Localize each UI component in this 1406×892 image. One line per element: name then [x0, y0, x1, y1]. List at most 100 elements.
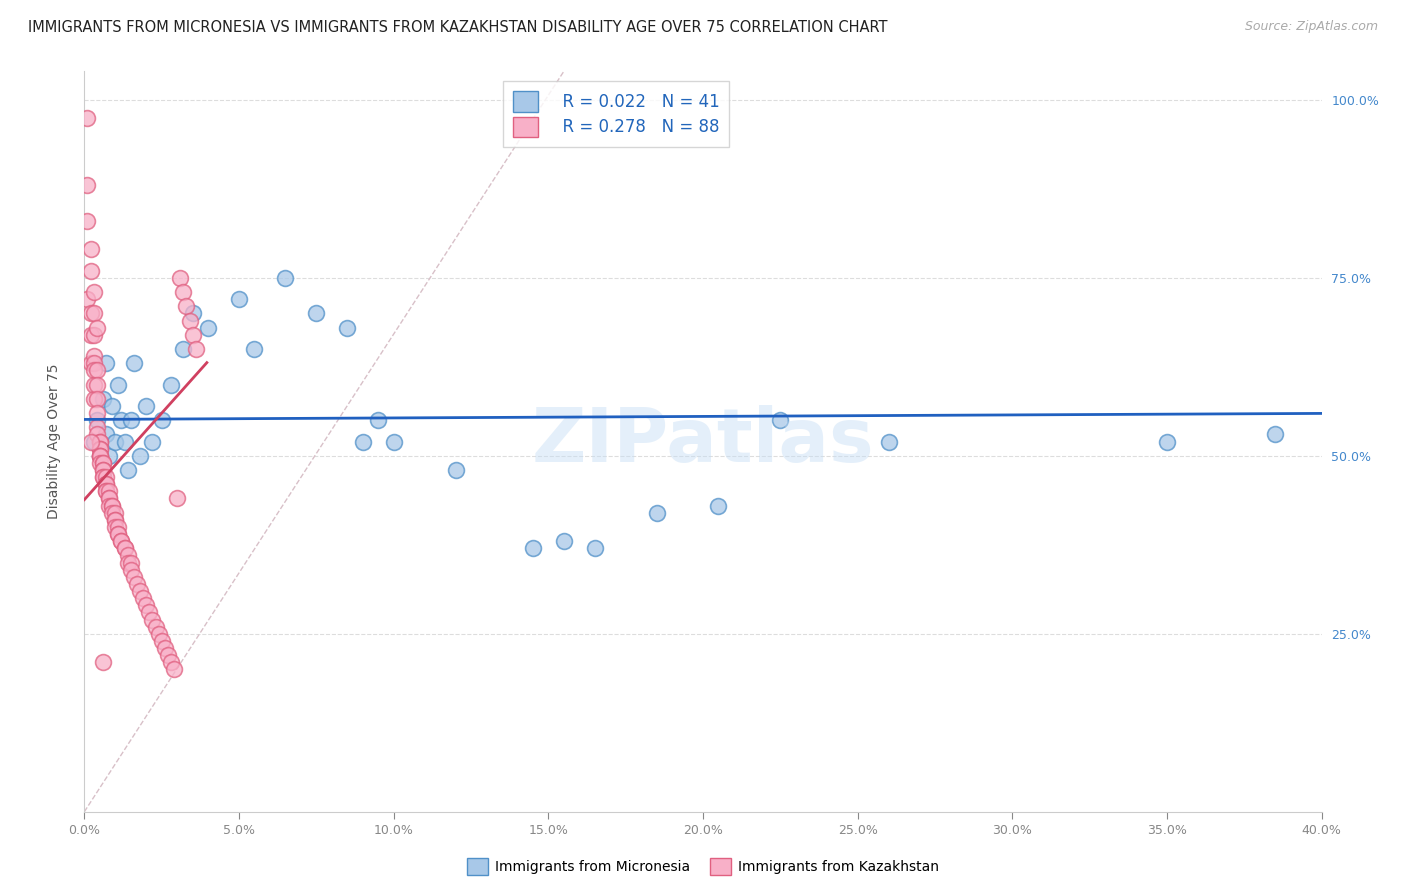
Point	[117, 549, 139, 563]
Point	[163, 662, 186, 676]
Point	[83, 349, 105, 363]
Point	[114, 434, 136, 449]
Point	[98, 499, 121, 513]
Point	[120, 563, 142, 577]
Point	[79, 243, 101, 257]
Point	[86, 377, 108, 392]
Point	[125, 577, 148, 591]
Point	[86, 320, 108, 334]
Point	[145, 619, 167, 633]
Point	[141, 434, 163, 449]
Point	[83, 392, 105, 406]
Point	[101, 506, 124, 520]
Point	[707, 499, 730, 513]
Point	[83, 363, 105, 377]
Point	[79, 356, 101, 370]
Point	[79, 327, 101, 342]
Point	[101, 499, 124, 513]
Point	[91, 470, 114, 484]
Point	[150, 413, 173, 427]
Point	[172, 285, 194, 299]
Point	[132, 591, 155, 606]
Text: ZIPatlas: ZIPatlas	[531, 405, 875, 478]
Legend: Immigrants from Micronesia, Immigrants from Kazakhstan: Immigrants from Micronesia, Immigrants f…	[461, 853, 945, 880]
Point	[122, 570, 145, 584]
Point	[86, 363, 108, 377]
Point	[1264, 427, 1286, 442]
Point	[76, 292, 98, 306]
Point	[110, 534, 132, 549]
Point	[769, 413, 792, 427]
Point	[141, 613, 163, 627]
Point	[94, 477, 117, 491]
Point	[83, 377, 105, 392]
Point	[156, 648, 179, 662]
Point	[444, 463, 467, 477]
Point	[107, 520, 129, 534]
Point	[89, 449, 111, 463]
Point	[98, 491, 121, 506]
Point	[583, 541, 606, 556]
Point	[89, 442, 111, 456]
Point	[91, 463, 114, 477]
Point	[94, 470, 117, 484]
Point	[83, 434, 105, 449]
Point	[86, 420, 108, 434]
Point	[150, 633, 173, 648]
Point	[553, 534, 575, 549]
Point	[83, 306, 105, 320]
Point	[129, 449, 152, 463]
Point	[94, 427, 117, 442]
Point	[86, 427, 108, 442]
Point	[86, 413, 108, 427]
Point	[645, 506, 668, 520]
Point	[107, 377, 129, 392]
Point	[179, 313, 201, 327]
Point	[89, 456, 111, 470]
Point	[86, 406, 108, 420]
Point	[89, 449, 111, 463]
Point	[89, 442, 111, 456]
Point	[89, 434, 111, 449]
Point	[129, 584, 152, 599]
Point	[114, 541, 136, 556]
Point	[148, 626, 170, 640]
Point	[169, 270, 191, 285]
Point	[110, 534, 132, 549]
Text: IMMIGRANTS FROM MICRONESIA VS IMMIGRANTS FROM KAZAKHSTAN DISABILITY AGE OVER 75 : IMMIGRANTS FROM MICRONESIA VS IMMIGRANTS…	[28, 20, 887, 35]
Point	[104, 520, 127, 534]
Point	[83, 285, 105, 299]
Point	[98, 484, 121, 499]
Point	[91, 655, 114, 669]
Point	[91, 456, 114, 470]
Point	[94, 484, 117, 499]
Point	[79, 263, 101, 277]
Point	[107, 527, 129, 541]
Text: Source: ZipAtlas.com: Source: ZipAtlas.com	[1244, 20, 1378, 33]
Point	[94, 484, 117, 499]
Point	[83, 356, 105, 370]
Point	[89, 449, 111, 463]
Point	[110, 413, 132, 427]
Point	[98, 491, 121, 506]
Point	[101, 399, 124, 413]
Point	[117, 463, 139, 477]
Point	[352, 434, 374, 449]
Point	[83, 327, 105, 342]
Point	[181, 327, 204, 342]
Point	[91, 463, 114, 477]
Point	[104, 513, 127, 527]
Point	[89, 434, 111, 449]
Point	[114, 541, 136, 556]
Point	[336, 320, 359, 334]
Point	[382, 434, 405, 449]
Point	[153, 640, 176, 655]
Point	[522, 541, 544, 556]
Point	[274, 270, 297, 285]
Point	[117, 556, 139, 570]
Point	[160, 377, 183, 392]
Point	[197, 320, 219, 334]
Legend:   R = 0.022   N = 41,   R = 0.278   N = 88: R = 0.022 N = 41, R = 0.278 N = 88	[503, 81, 730, 147]
Point	[107, 527, 129, 541]
Point	[120, 413, 142, 427]
